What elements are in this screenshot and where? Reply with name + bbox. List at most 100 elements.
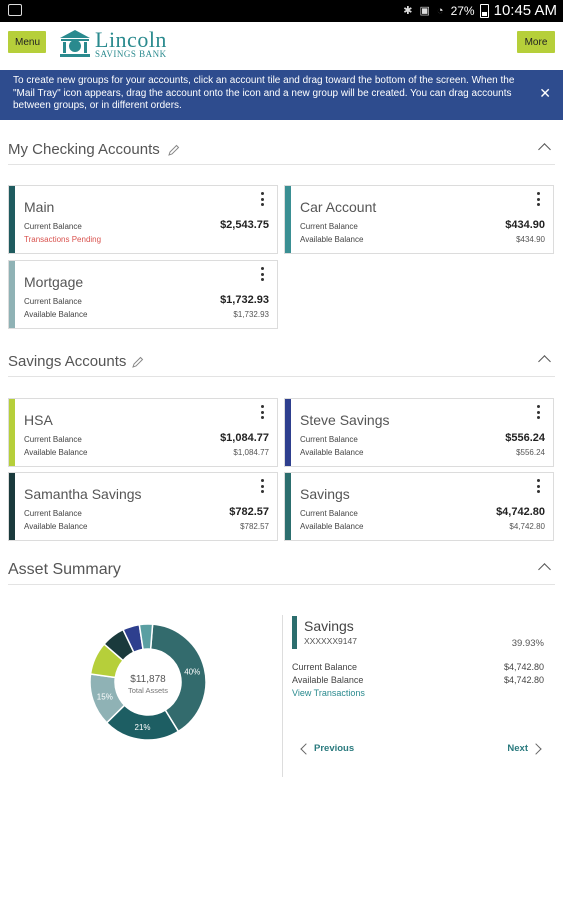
account-tile-samantha-savings[interactable]: Samantha Savings Current Balance $782.57… bbox=[8, 472, 278, 541]
account-name: Mortgage bbox=[24, 274, 84, 290]
available-balance-value: $782.57 bbox=[240, 522, 269, 531]
clock: 10:45 AM bbox=[493, 2, 557, 19]
detail-percent: 39.93% bbox=[511, 638, 544, 649]
donut-svg: 40% 21% 15% bbox=[89, 623, 207, 741]
pencil-icon[interactable] bbox=[132, 355, 144, 368]
account-tile-hsa[interactable]: HSA Current Balance $1,084.77 Available … bbox=[8, 398, 278, 467]
current-balance-value: $1,732.93 bbox=[220, 294, 269, 306]
chevron-left-icon bbox=[300, 742, 312, 755]
detail-current-value: $4,742.80 bbox=[503, 662, 544, 672]
asset-detail-panel: Savings XXXXXX9147 39.93% Current Balanc… bbox=[292, 615, 547, 775]
chevron-right-icon bbox=[530, 742, 542, 755]
asset-donut-chart[interactable]: 40% 21% 15% $11,878 Total Assets bbox=[88, 622, 208, 742]
previous-label: Previous bbox=[314, 743, 355, 754]
more-options-icon[interactable] bbox=[261, 405, 265, 421]
status-icons: ✱ ▣ ◔ 27% 10:45 AM bbox=[403, 2, 557, 19]
battery-icon bbox=[479, 3, 489, 18]
detail-color-bar bbox=[292, 616, 297, 649]
donut-slice-label-0: 40% bbox=[184, 667, 200, 676]
total-assets-amount: $11,878 bbox=[130, 674, 166, 685]
current-balance-label: Current Balance bbox=[300, 435, 358, 444]
account-color-bar bbox=[285, 399, 291, 466]
available-balance-label: Available Balance bbox=[24, 310, 88, 319]
current-balance-value: $2,543.75 bbox=[220, 219, 269, 231]
donut-slice-label-1: 21% bbox=[135, 723, 151, 732]
savings-section-header[interactable]: Savings Accounts bbox=[8, 347, 555, 377]
available-balance-label: Available Balance bbox=[300, 448, 364, 457]
account-color-bar bbox=[285, 186, 291, 253]
instruction-banner: To create new groups for your accounts, … bbox=[0, 70, 563, 120]
gallery-icon bbox=[8, 4, 22, 16]
account-name: HSA bbox=[24, 412, 53, 428]
chevron-up-icon[interactable] bbox=[538, 563, 551, 576]
more-options-icon[interactable] bbox=[261, 192, 265, 208]
transactions-pending-label[interactable]: Transactions Pending bbox=[24, 235, 102, 244]
status-bar: ✱ ▣ ◔ 27% 10:45 AM bbox=[0, 0, 563, 22]
detail-account-number: XXXXXX9147 bbox=[304, 636, 357, 646]
available-balance-value: $4,742.80 bbox=[509, 522, 545, 531]
summary-divider bbox=[282, 615, 283, 777]
more-options-icon[interactable] bbox=[537, 405, 541, 421]
banner-text: To create new groups for your accounts, … bbox=[13, 75, 515, 111]
lincoln-emblem-icon bbox=[58, 29, 92, 59]
previous-button[interactable]: Previous bbox=[299, 742, 355, 755]
account-color-bar bbox=[9, 399, 15, 466]
section-title: Asset Summary bbox=[8, 561, 121, 578]
checking-section-header[interactable]: My Checking Accounts bbox=[8, 135, 555, 165]
more-options-icon[interactable] bbox=[537, 192, 541, 208]
chevron-up-icon[interactable] bbox=[538, 355, 551, 368]
account-tile-savings[interactable]: Savings Current Balance $4,742.80 Availa… bbox=[284, 472, 554, 541]
pencil-icon[interactable] bbox=[168, 143, 180, 156]
donut-slice-label-2: 15% bbox=[97, 692, 113, 701]
current-balance-label: Current Balance bbox=[24, 509, 82, 518]
logo-subtitle: SAVINGS BANK bbox=[95, 49, 167, 59]
current-balance-value: $434.90 bbox=[505, 219, 545, 231]
available-balance-value: $556.24 bbox=[516, 448, 545, 457]
more-button[interactable]: More bbox=[517, 31, 555, 53]
account-tile-car-account[interactable]: Car Account Current Balance $434.90 Avai… bbox=[284, 185, 554, 254]
account-name: Samantha Savings bbox=[24, 486, 142, 502]
detail-current-label: Current Balance bbox=[292, 662, 358, 672]
current-balance-label: Current Balance bbox=[24, 222, 82, 231]
available-balance-label: Available Balance bbox=[24, 448, 88, 457]
account-color-bar bbox=[9, 473, 15, 540]
current-balance-value: $1,084.77 bbox=[220, 432, 269, 444]
section-title: Savings Accounts bbox=[8, 353, 127, 370]
donut-slice-0[interactable] bbox=[149, 623, 207, 733]
current-balance-label: Current Balance bbox=[300, 509, 358, 518]
more-options-icon[interactable] bbox=[261, 479, 265, 495]
chevron-up-icon[interactable] bbox=[538, 143, 551, 156]
detail-available-value: $4,742.80 bbox=[503, 675, 544, 685]
battery-percent: 27% bbox=[450, 3, 475, 18]
more-options-icon[interactable] bbox=[261, 267, 265, 283]
current-balance-label: Current Balance bbox=[24, 297, 82, 306]
detail-account-name: Savings bbox=[304, 618, 354, 634]
available-balance-label: Available Balance bbox=[300, 522, 364, 531]
menu-button[interactable]: Menu bbox=[8, 31, 46, 53]
current-balance-label: Current Balance bbox=[24, 435, 82, 444]
bank-logo[interactable]: Lincoln SAVINGS BANK bbox=[58, 25, 167, 59]
account-name: Savings bbox=[300, 486, 350, 502]
current-balance-label: Current Balance bbox=[300, 222, 358, 231]
account-name: Main bbox=[24, 199, 55, 215]
available-balance-value: $1,084.77 bbox=[233, 448, 269, 457]
logo-name: Lincoln bbox=[95, 27, 167, 52]
next-button[interactable]: Next bbox=[507, 742, 543, 755]
account-tile-main[interactable]: Main Current Balance $2,543.75 Transacti… bbox=[8, 185, 278, 254]
asset-summary-header[interactable]: Asset Summary bbox=[8, 555, 555, 585]
account-name: Steve Savings bbox=[300, 412, 390, 428]
available-balance-label: Available Balance bbox=[24, 522, 88, 531]
view-transactions-link[interactable]: View Transactions bbox=[292, 688, 365, 698]
total-assets-label: Total Assets bbox=[127, 686, 169, 695]
next-label: Next bbox=[507, 743, 528, 754]
close-icon[interactable]: ✕ bbox=[539, 85, 551, 101]
donut-center: $11,878 Total Assets bbox=[88, 674, 208, 695]
more-options-icon[interactable] bbox=[537, 479, 541, 495]
donut-slice-6[interactable] bbox=[138, 623, 154, 651]
account-tile-steve-savings[interactable]: Steve Savings Current Balance $556.24 Av… bbox=[284, 398, 554, 467]
current-balance-value: $782.57 bbox=[229, 506, 269, 518]
account-tile-mortgage[interactable]: Mortgage Current Balance $1,732.93 Avail… bbox=[8, 260, 278, 329]
available-balance-value: $1,732.93 bbox=[233, 310, 269, 319]
detail-available-label: Available Balance bbox=[292, 675, 364, 685]
account-color-bar bbox=[9, 186, 15, 253]
